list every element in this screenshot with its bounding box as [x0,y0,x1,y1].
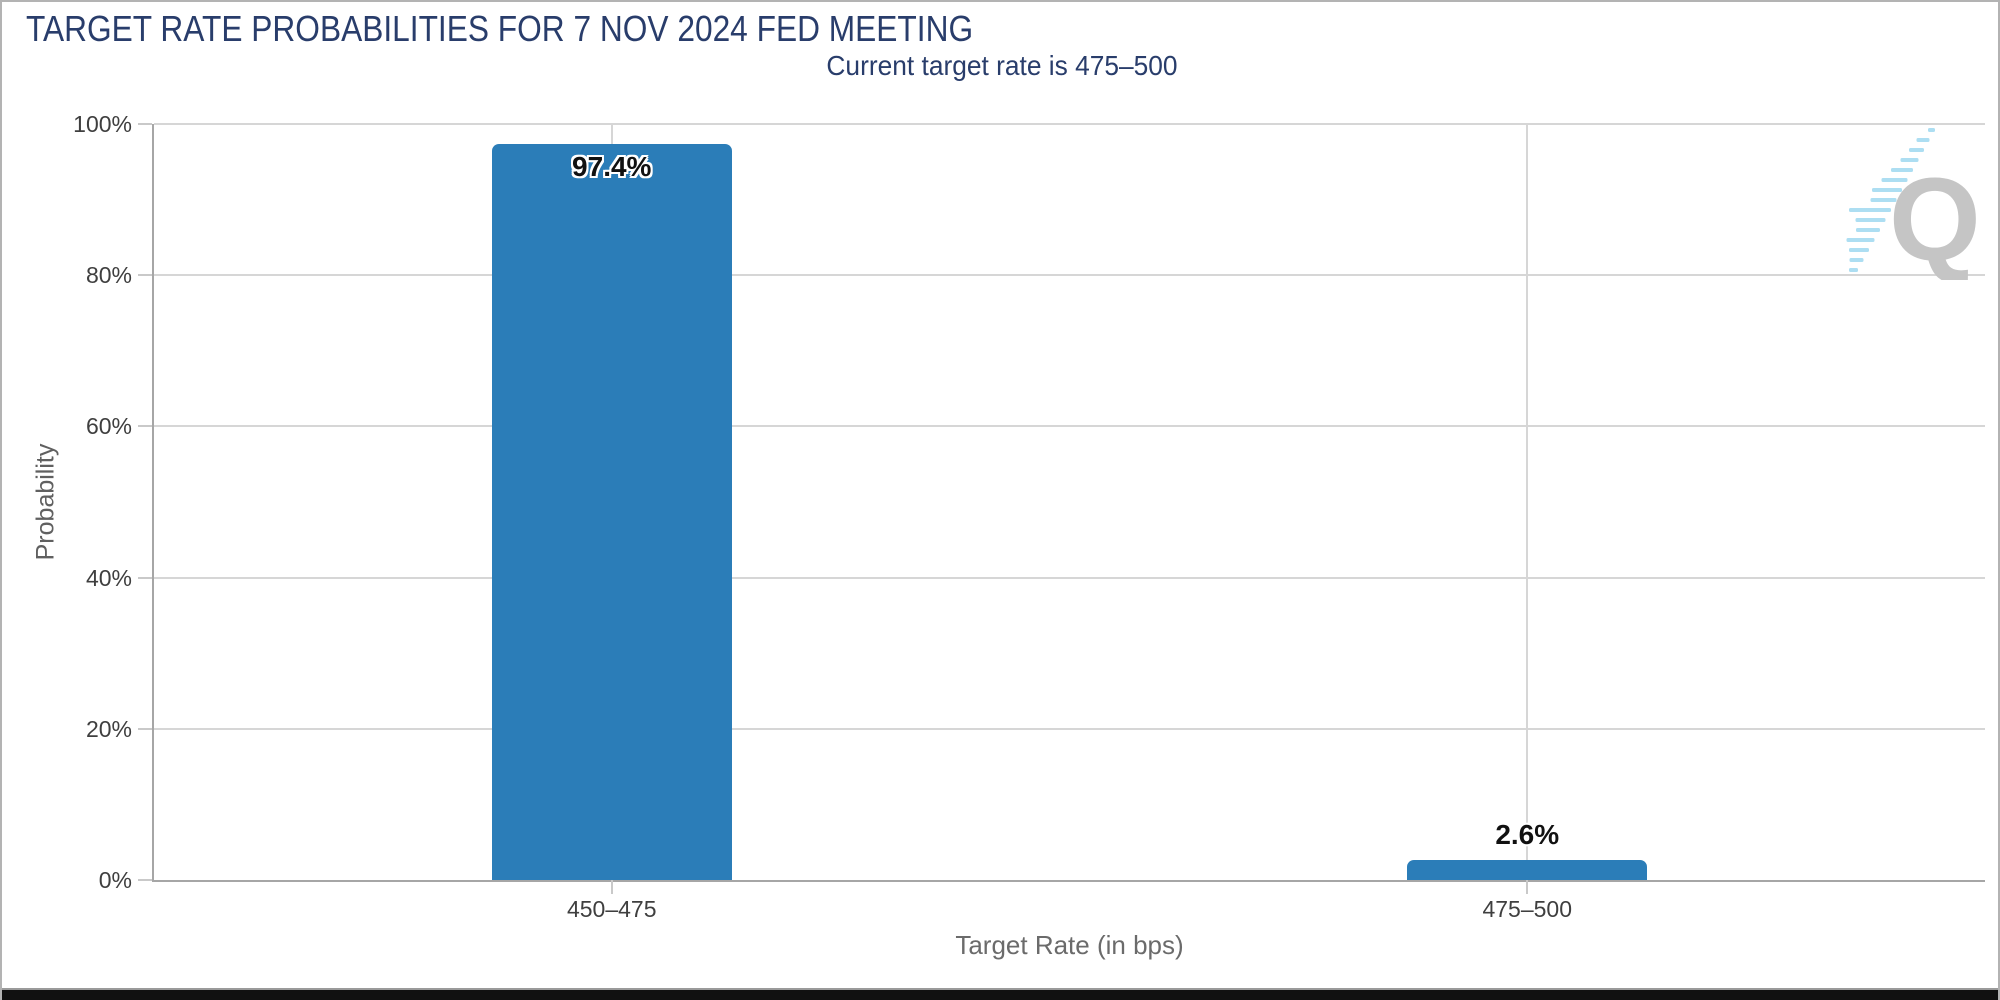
y-gridline [154,123,1985,125]
x-tick-mark [610,880,613,894]
x-tick-label: 475–500 [1482,896,1573,922]
x-gridline [1526,124,1529,880]
y-tick-label: 20% [85,715,132,742]
y-gridline [154,425,1985,428]
y-tick-label: 60% [85,413,132,440]
y-tick-mark [138,274,152,277]
y-tick-label: 40% [85,564,132,591]
y-tick-mark [138,879,152,881]
logo-q-letter: Q [1889,154,1981,280]
y-tick-label: 100% [73,111,132,137]
plot-area: 0% 20% 40% 60% 80% 100% 97.4% 450–475 2.6% 475–50… [73,111,1985,922]
y-gridline [154,576,1985,579]
y-tick-label: 0% [98,867,132,893]
bar-value-label: 97.4% [572,150,652,182]
y-tick-mark [138,727,152,730]
logo-blue-dashes [1846,128,1935,272]
bottom-strip [2,988,1998,1000]
y-tick-mark [138,123,152,125]
x-axis-title: Target Rate (in bps) [955,930,1184,960]
quikstrike-logo: Q [1846,128,1981,280]
y-tick-mark [138,576,152,579]
x-tick-mark [1526,880,1529,894]
bar-450-475[interactable] [491,143,732,880]
y-gridline [154,274,1985,277]
bar-475-500[interactable] [1407,860,1648,880]
x-axis-line [152,880,1985,882]
y-tick-label: 80% [85,262,132,289]
x-tick-label: 450–475 [566,896,657,922]
y-gridline [154,727,1985,730]
chart-title: TARGET RATE PROBABILITIES FOR 7 NOV 2024… [26,8,974,49]
chart-subtitle: Current target rate is 475–500 [826,50,1178,81]
y-tick-mark [138,425,152,428]
bar-value-label: 2.6% [1495,819,1560,851]
y-axis-title: Probability [31,443,60,561]
y-axis-line [152,124,154,882]
